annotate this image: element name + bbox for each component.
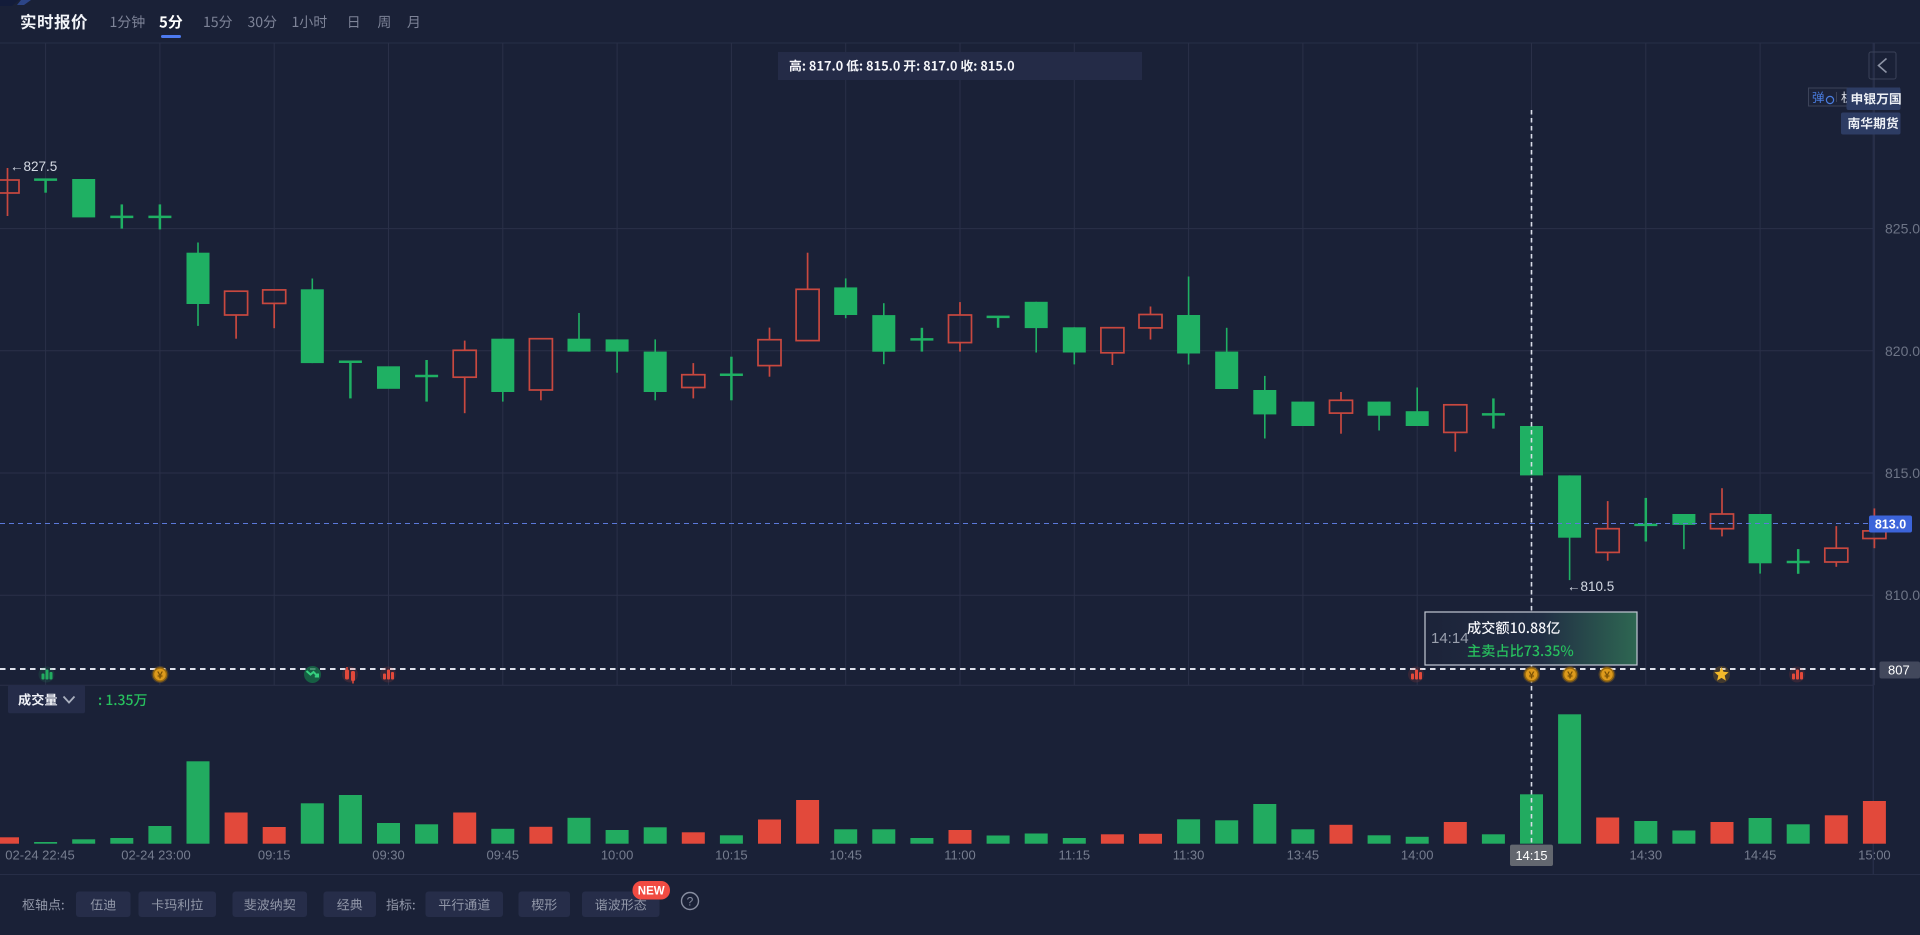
- svg-text:815.0: 815.0: [1885, 465, 1920, 481]
- svg-text:13:45: 13:45: [1287, 848, 1320, 863]
- svg-text:810.0: 810.0: [1885, 587, 1920, 603]
- svg-text:14:14: 14:14: [1431, 630, 1469, 647]
- svg-text:11:00: 11:00: [944, 848, 976, 863]
- svg-text:02-24 22:45: 02-24 22:45: [5, 848, 74, 863]
- svg-text:14:00: 14:00: [1401, 848, 1434, 863]
- svg-text:15:00: 15:00: [1858, 848, 1891, 863]
- svg-text:820.0: 820.0: [1885, 343, 1920, 359]
- svg-text:¥: ¥: [1567, 670, 1573, 682]
- svg-text:11:15: 11:15: [1059, 848, 1091, 863]
- svg-text:14:30: 14:30: [1630, 848, 1663, 863]
- svg-text:10:15: 10:15: [715, 848, 748, 863]
- svg-text:14:45: 14:45: [1744, 848, 1777, 863]
- svg-text:09:30: 09:30: [372, 848, 405, 863]
- svg-text:807: 807: [1888, 663, 1910, 678]
- svg-text:NEW: NEW: [638, 886, 665, 898]
- svg-text:10:00: 10:00: [601, 848, 634, 863]
- svg-text:09:45: 09:45: [487, 848, 520, 863]
- svg-text:?: ?: [687, 895, 694, 909]
- svg-text:14:15: 14:15: [1515, 848, 1547, 863]
- svg-text:11:30: 11:30: [1173, 848, 1205, 863]
- svg-text:¥: ¥: [157, 670, 163, 682]
- svg-text:813.0: 813.0: [1875, 518, 1906, 532]
- svg-text:←810.5: ←810.5: [1567, 579, 1614, 594]
- svg-text:825.0: 825.0: [1885, 221, 1920, 237]
- svg-text:¥: ¥: [1604, 670, 1610, 682]
- svg-text:¥: ¥: [1529, 670, 1535, 682]
- svg-text:02-24 23:00: 02-24 23:00: [121, 848, 190, 863]
- svg-text:10:45: 10:45: [829, 848, 862, 863]
- svg-text:←827.5: ←827.5: [10, 159, 57, 174]
- svg-text:09:15: 09:15: [258, 848, 291, 863]
